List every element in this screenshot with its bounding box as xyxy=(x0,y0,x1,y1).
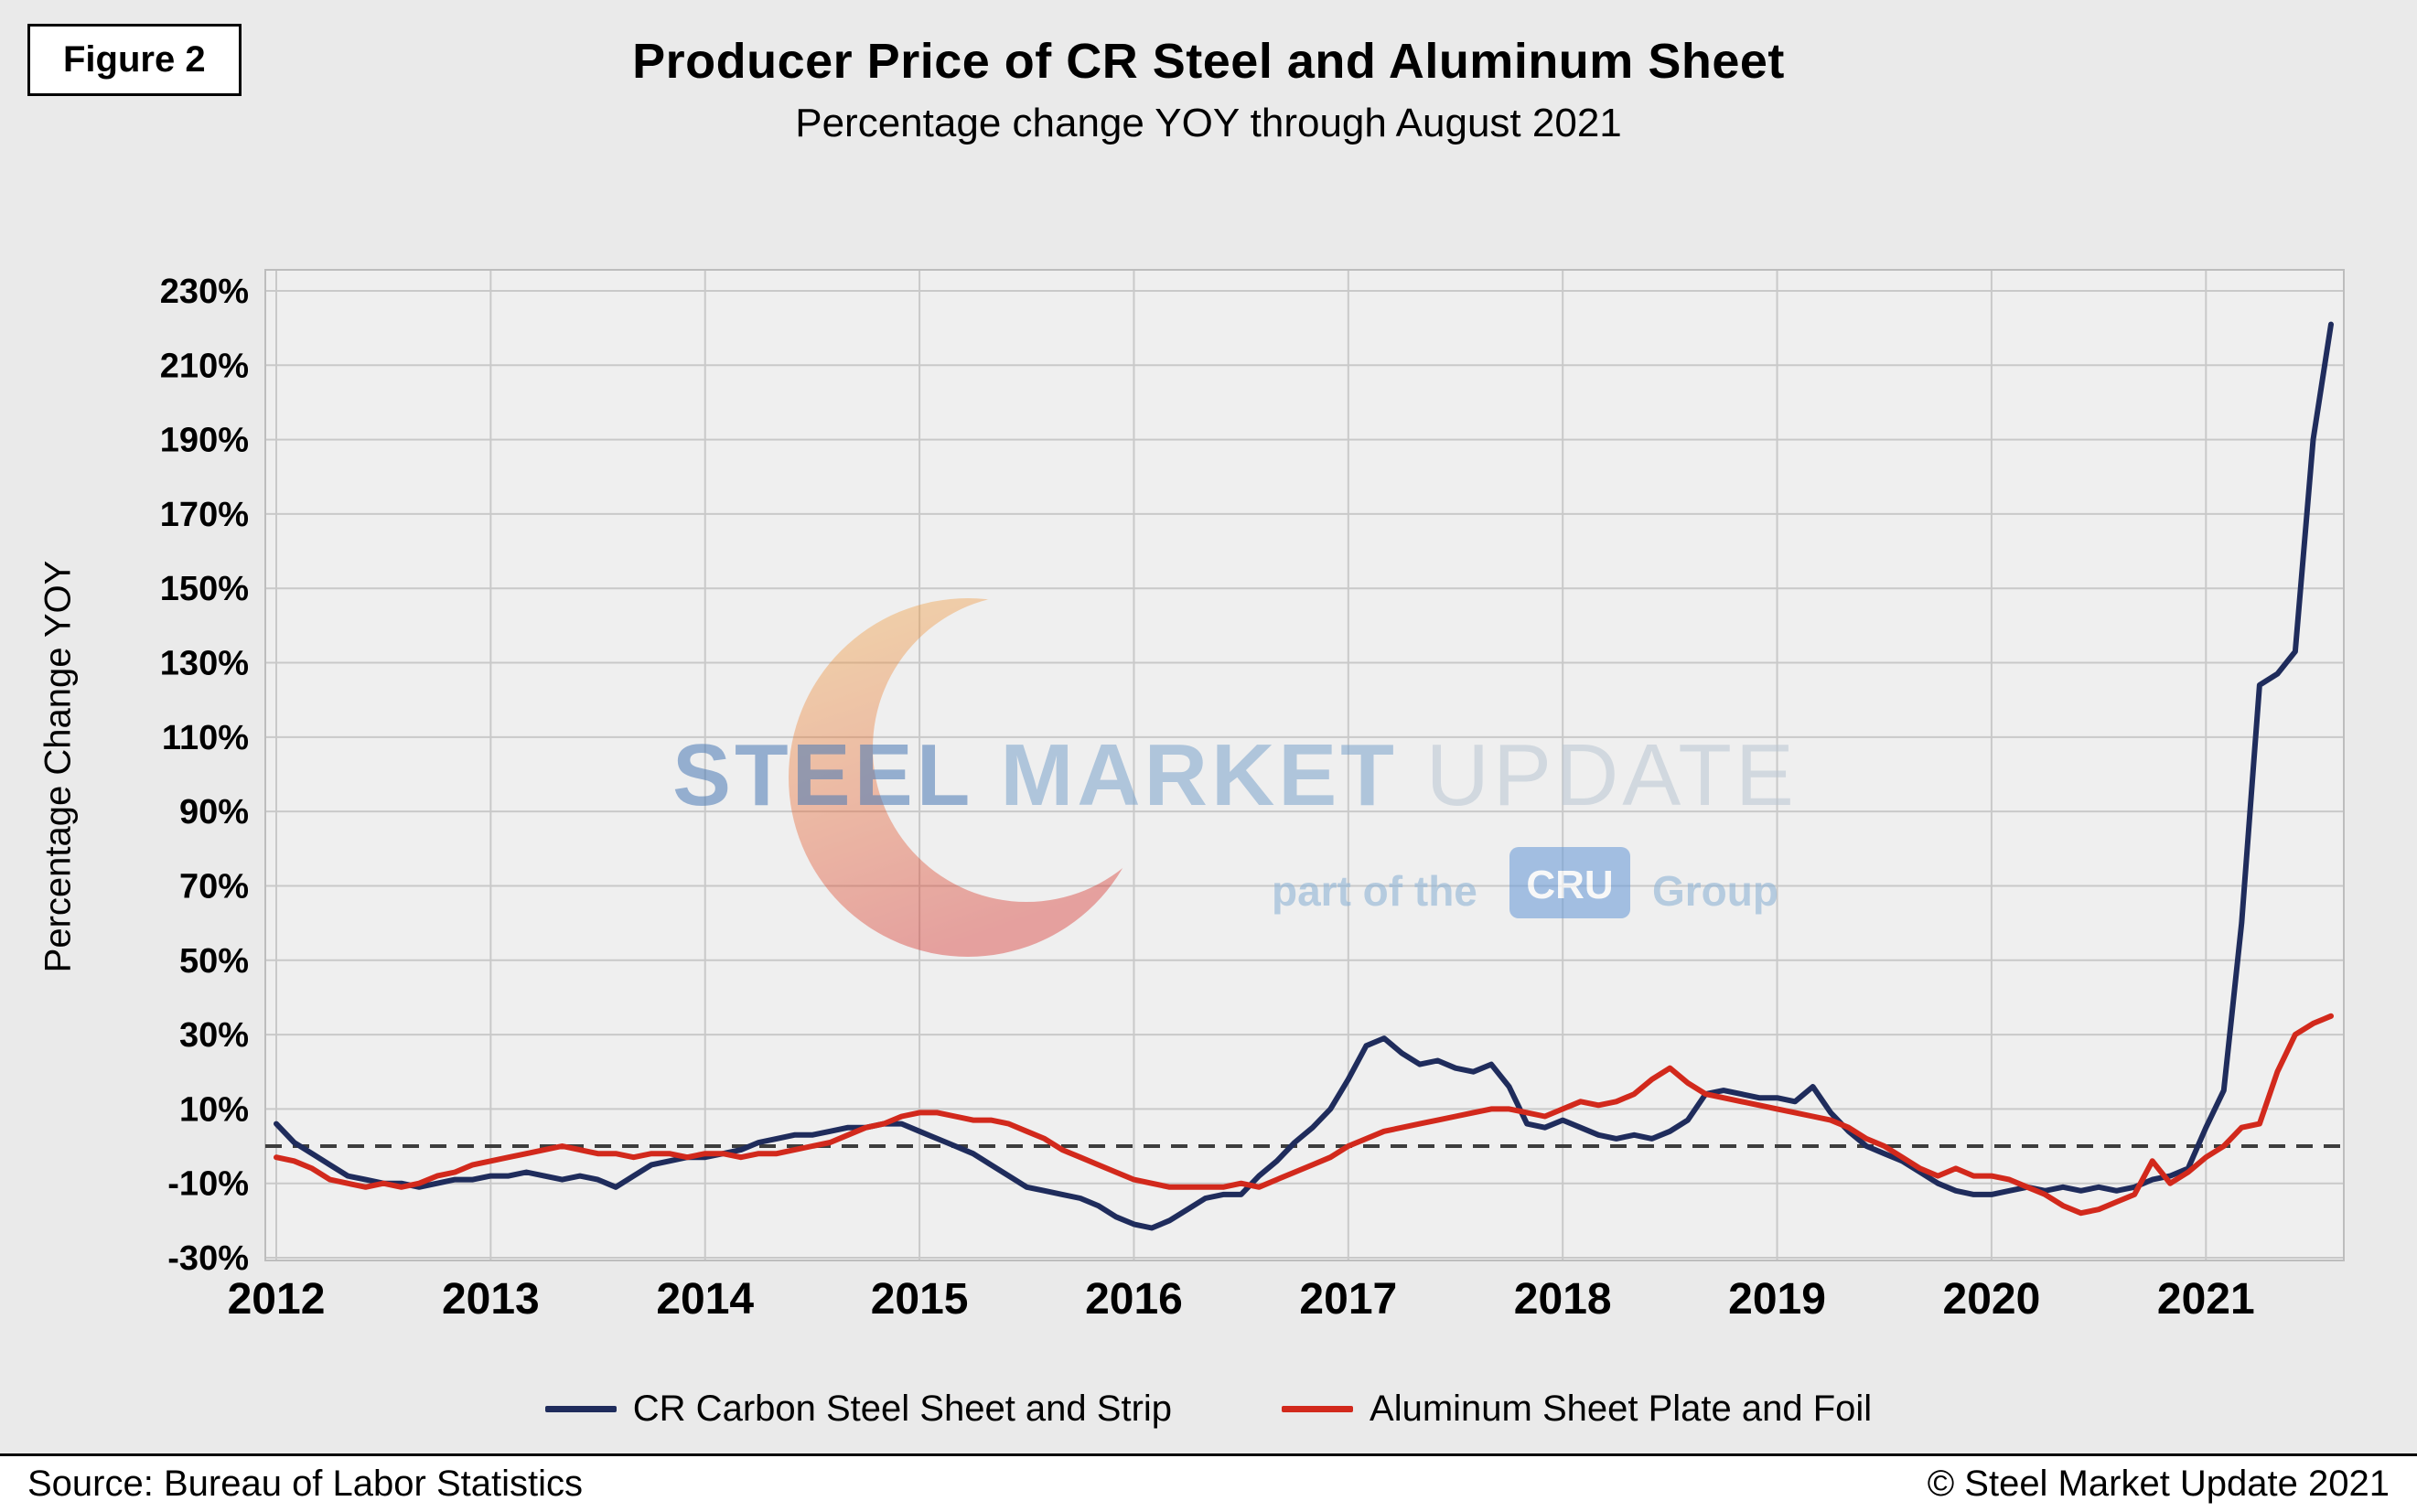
series-line-aluminum xyxy=(274,1013,2334,1217)
steel-line-sample xyxy=(544,1406,617,1412)
plot-background xyxy=(265,270,2344,1260)
series-line-steel xyxy=(274,321,2334,1231)
svg-text:2015: 2015 xyxy=(871,1275,969,1324)
svg-text:110%: 110% xyxy=(162,719,249,757)
plot-border xyxy=(264,269,2345,1261)
figure-label: Figure 2 xyxy=(27,24,242,96)
chart-header: Producer Price of CR Steel and Aluminum … xyxy=(0,33,2417,146)
cru-badge xyxy=(1509,847,1630,918)
svg-text:Group: Group xyxy=(1652,867,1778,915)
svg-text:190%: 190% xyxy=(160,422,249,460)
y-axis-title: Percentage Change YOY xyxy=(38,560,79,973)
legend-item-aluminum: Aluminum Sheet Plate and Foil xyxy=(1282,1389,1872,1430)
svg-text:2012: 2012 xyxy=(228,1275,326,1324)
svg-text:30%: 30% xyxy=(179,1016,249,1055)
copyright-note: © Steel Market Update 2021 xyxy=(1927,1464,2390,1504)
chart-legend: CR Carbon Steel Sheet and Strip Aluminum… xyxy=(0,1389,2417,1430)
svg-text:2014: 2014 xyxy=(656,1275,754,1324)
svg-text:230%: 230% xyxy=(160,273,249,311)
svg-text:50%: 50% xyxy=(179,942,249,981)
svg-text:10%: 10% xyxy=(179,1090,249,1129)
source-note: Source: Bureau of Labor Statistics xyxy=(27,1464,583,1504)
svg-text:2013: 2013 xyxy=(442,1275,540,1324)
footer-bar: Source: Bureau of Labor Statistics © Ste… xyxy=(0,1453,2417,1512)
svg-text:2019: 2019 xyxy=(1728,1275,1826,1324)
svg-text:2016: 2016 xyxy=(1085,1275,1183,1324)
chart-title: Producer Price of CR Steel and Aluminum … xyxy=(632,34,1785,89)
svg-text:210%: 210% xyxy=(160,347,249,385)
chart-subtitle: Percentage change YOY through August 202… xyxy=(795,101,1622,145)
svg-text:170%: 170% xyxy=(160,496,249,534)
svg-text:2017: 2017 xyxy=(1299,1275,1397,1324)
y-tick-labels: -30% -10% 10% 30% 50% 70% 90% 110% 130% 150% 170% 1… xyxy=(160,273,249,1278)
svg-text:-10%: -10% xyxy=(167,1165,249,1204)
svg-text:CRU: CRU xyxy=(1526,863,1613,907)
svg-text:-30%: -30% xyxy=(167,1239,249,1278)
svg-text:70%: 70% xyxy=(179,867,249,906)
svg-text:2021: 2021 xyxy=(2157,1275,2255,1324)
svg-text:2020: 2020 xyxy=(1943,1275,2041,1324)
watermark-cru-group: part of the CRU Group xyxy=(1272,847,1778,918)
vertical-gridlines xyxy=(275,270,2208,1260)
svg-text:130%: 130% xyxy=(160,645,249,683)
legend-label-steel: CR Carbon Steel Sheet and Strip xyxy=(632,1389,1173,1429)
watermark-text: STEEL MARKET UPDATE xyxy=(672,726,1798,824)
watermark: STEEL MARKET UPDATE part of the CRU Group xyxy=(672,598,1798,957)
aluminum-line-sample xyxy=(1282,1406,1354,1412)
legend-label-aluminum: Aluminum Sheet Plate and Foil xyxy=(1370,1389,1873,1429)
horizontal-gridlines xyxy=(265,290,2344,1259)
svg-text:2018: 2018 xyxy=(1514,1275,1612,1324)
x-tick-labels: 2012 2013 2014 2015 2016 2017 2018 2019 2020 2021 xyxy=(228,1275,2255,1324)
svg-text:150%: 150% xyxy=(160,570,249,608)
watermark-crescent-logo xyxy=(789,598,1147,957)
svg-text:90%: 90% xyxy=(179,793,249,831)
legend-item-steel: CR Carbon Steel Sheet and Strip xyxy=(544,1389,1173,1430)
svg-text:part of the: part of the xyxy=(1272,867,1477,915)
